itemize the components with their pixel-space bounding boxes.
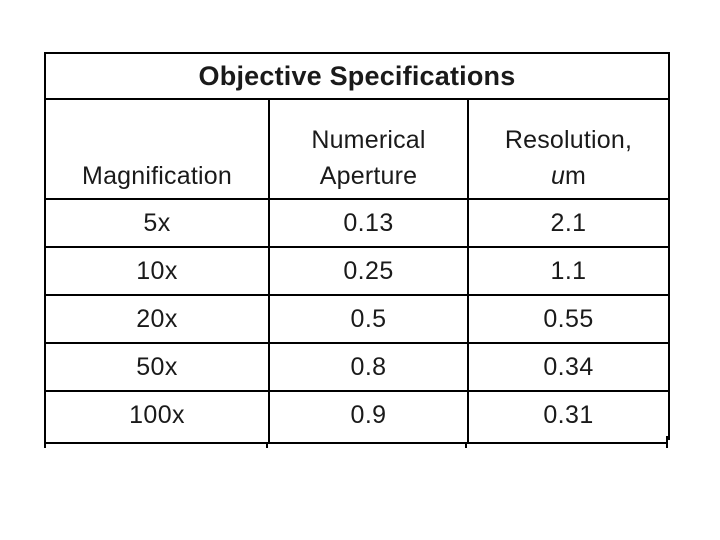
table-cell: 0.31 <box>466 390 671 440</box>
table-row: 10x 0.25 1.1 <box>44 246 671 296</box>
table-cell: 0.5 <box>268 294 469 344</box>
table-cell: 20x <box>44 294 270 344</box>
table-cell: 0.13 <box>268 198 469 248</box>
border-stub <box>266 444 268 448</box>
header-line-1: Numerical <box>311 126 426 154</box>
table-cell: 5x <box>44 198 270 248</box>
table-cell: 1.1 <box>466 246 671 296</box>
header-line-2: Aperture <box>319 161 418 190</box>
divider-line <box>268 436 270 442</box>
column-header-magnification: Magnification <box>44 98 270 200</box>
table-title-row: Objective Specifications <box>43 52 671 100</box>
table-cell: 0.55 <box>466 294 671 344</box>
table-row: 100x 0.9 0.31 <box>44 390 671 440</box>
table-cell: 100x <box>44 390 270 440</box>
clipped-partial-row <box>44 436 668 444</box>
table-cell: 0.25 <box>268 246 469 296</box>
table-header-row: Magnification Numerical Aperture Resolut… <box>44 98 671 200</box>
column-header-resolution: Resolution, um <box>466 98 671 200</box>
border-stub <box>465 444 467 448</box>
objective-specifications-table: Objective Specifications Magnification N… <box>43 52 671 440</box>
table-cell: 50x <box>44 342 270 392</box>
table-cell: 0.34 <box>466 342 671 392</box>
border-stub <box>44 444 46 448</box>
table-title: Objective Specifications <box>43 52 671 100</box>
table-cell: 10x <box>44 246 270 296</box>
column-header-numerical-aperture: Numerical Aperture <box>268 98 469 200</box>
divider-line <box>467 436 469 442</box>
table-row: 50x 0.8 0.34 <box>44 342 671 392</box>
table-body: 5x 0.13 2.1 10x 0.25 1.1 20x 0.5 0.55 50x 0.8 0.34 1… <box>44 198 671 440</box>
header-line-1: Resolution, <box>504 126 633 154</box>
table-row: 20x 0.5 0.55 <box>44 294 671 344</box>
unit-micro-symbol: u <box>550 161 566 190</box>
table-cell: 0.8 <box>268 342 469 392</box>
border-stub <box>666 444 668 448</box>
table-cell: 2.1 <box>466 198 671 248</box>
table-cell: 0.9 <box>268 390 469 440</box>
table-row: 5x 0.13 2.1 <box>44 198 671 248</box>
unit-meter-symbol: m <box>565 161 587 190</box>
